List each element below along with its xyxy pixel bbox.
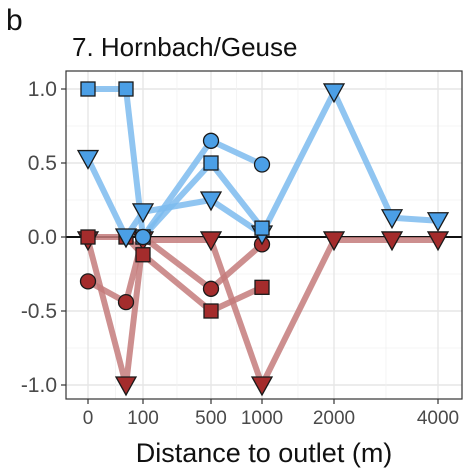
x-axis-title: Distance to outlet (m) — [136, 438, 393, 468]
positive-circle-marker — [253, 156, 271, 173]
negative-triangle-marker — [250, 376, 274, 397]
negative-triangle-marker — [114, 376, 138, 397]
y-tick-label: 0.0 — [28, 226, 57, 249]
negative-series-line-4 — [85, 237, 441, 388]
negative-circle-marker — [202, 280, 220, 297]
negative-circle-marker — [79, 273, 97, 290]
negative-series-line-6 — [85, 234, 265, 306]
positive-square-marker — [80, 81, 96, 97]
negative-square-marker — [203, 303, 219, 319]
series-markers — [76, 81, 450, 397]
positive-triangle-marker — [114, 228, 138, 249]
y-tick-label: -0.5 — [21, 300, 57, 323]
positive-circle-marker — [202, 132, 220, 149]
y-tick-label: 0.5 — [28, 152, 57, 175]
x-tick-label: 500 — [195, 408, 227, 429]
positive-triangle-marker — [199, 191, 223, 212]
chart-title: 7. Hornbach/Geuse — [72, 32, 297, 62]
positive-triangle-marker — [426, 212, 450, 233]
panel-label: b — [6, 4, 23, 37]
x-tick-label: 100 — [127, 408, 159, 429]
x-tick-label: 0 — [83, 408, 94, 429]
positive-triangle-marker — [76, 149, 100, 170]
negative-triangle-marker — [380, 231, 404, 252]
positive-square-marker — [203, 155, 219, 171]
negative-square-marker — [254, 279, 270, 295]
positive-triangle-marker — [131, 203, 155, 224]
y-tick-label: -1.0 — [21, 374, 57, 397]
negative-circle-marker — [117, 293, 135, 311]
positive-triangle-marker — [380, 209, 404, 230]
axis-ticks: 1.0 0.5 0.0 -0.5 -1.0 0 100 500 1000 2000 4000 — [21, 78, 459, 429]
x-tick-label: 4000 — [417, 408, 459, 429]
x-tick-label: 1000 — [241, 408, 283, 429]
negative-square-marker — [135, 247, 151, 263]
negative-triangle-marker — [199, 231, 223, 252]
negative-triangle-marker — [322, 231, 346, 252]
plot-border — [65, 70, 463, 400]
positive-square-marker — [118, 81, 134, 97]
x-tick-label: 2000 — [313, 408, 355, 429]
positive-triangle-marker — [322, 83, 346, 104]
positive-circle-marker — [134, 228, 152, 246]
y-tick-label: 1.0 — [28, 78, 57, 101]
positive-square-marker — [254, 220, 270, 236]
negative-square-marker — [80, 229, 96, 245]
